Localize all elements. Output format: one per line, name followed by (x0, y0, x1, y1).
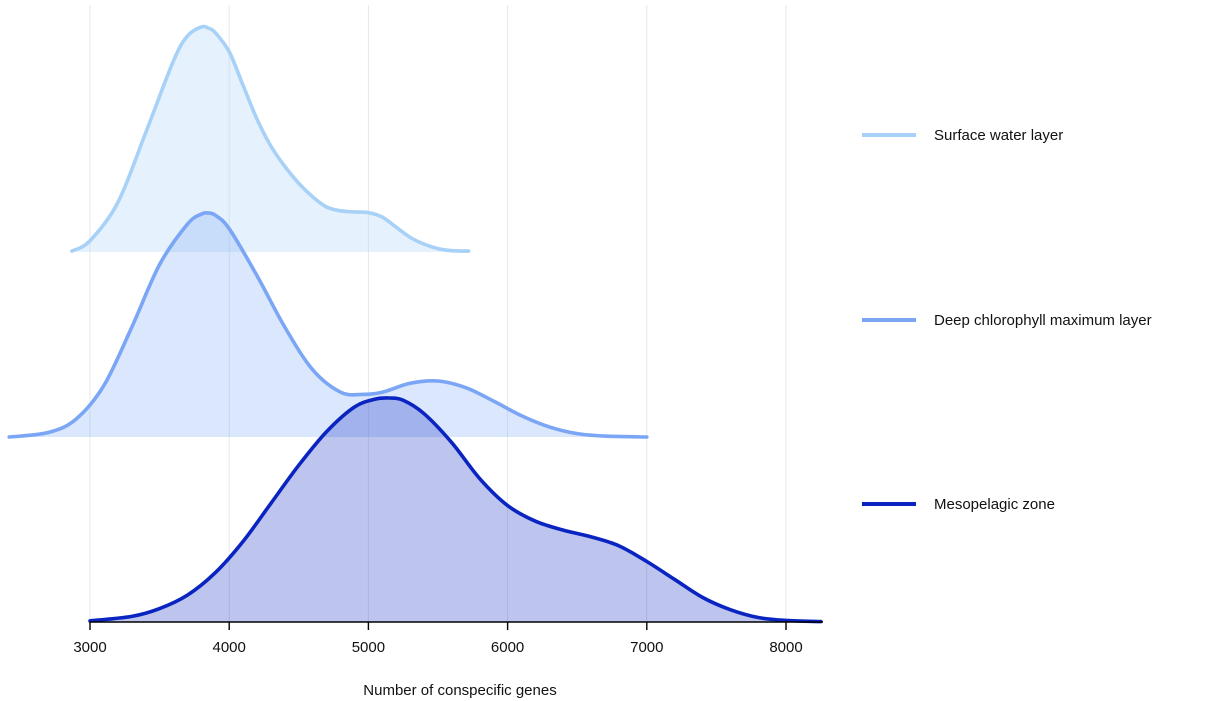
ridge-mesopelagic-zone (88, 396, 823, 624)
legend-label-mesopelagic-zone: Mesopelagic zone (934, 496, 1055, 513)
legend: Surface water layer Deep chlorophyll maxi… (862, 127, 1152, 513)
ridge-surface-water-layer (70, 24, 471, 253)
x-tick-label-5000: 5000 (352, 639, 385, 656)
legend-label-deep-chlorophyll-maximum-layer: Deep chlorophyll maximum layer (934, 312, 1152, 329)
x-tick-label-3000: 3000 (73, 639, 106, 656)
density-ridges (7, 24, 823, 624)
ridge-area-surface-water-layer (71, 26, 469, 252)
x-tick-label-8000: 8000 (769, 639, 802, 656)
x-tick-label-7000: 7000 (630, 639, 663, 656)
ridge-line-surface-water-layer (70, 24, 471, 253)
legend-item-mesopelagic-zone: Mesopelagic zone (862, 496, 1055, 513)
ridge-line-mesopelagic-zone (88, 396, 823, 624)
x-axis-title: Number of conspecific genes (363, 682, 556, 699)
ridge-deep-chlorophyll-maximum-layer (7, 210, 649, 439)
legend-label-surface-water-layer: Surface water layer (934, 127, 1063, 144)
x-tick-label-6000: 6000 (491, 639, 524, 656)
ridge-line-deep-chlorophyll-maximum-layer (7, 210, 649, 439)
vertical-gridlines (89, 5, 787, 622)
ridge-area-mesopelagic-zone (90, 397, 821, 622)
legend-item-surface-water-layer: Surface water layer (862, 127, 1063, 144)
ridge-area-deep-chlorophyll-maximum-layer (9, 212, 647, 437)
x-tick-label-4000: 4000 (213, 639, 246, 656)
legend-item-deep-chlorophyll-maximum-layer: Deep chlorophyll maximum layer (862, 312, 1152, 329)
x-axis: 3000 4000 5000 6000 7000 8000 (73, 621, 823, 656)
